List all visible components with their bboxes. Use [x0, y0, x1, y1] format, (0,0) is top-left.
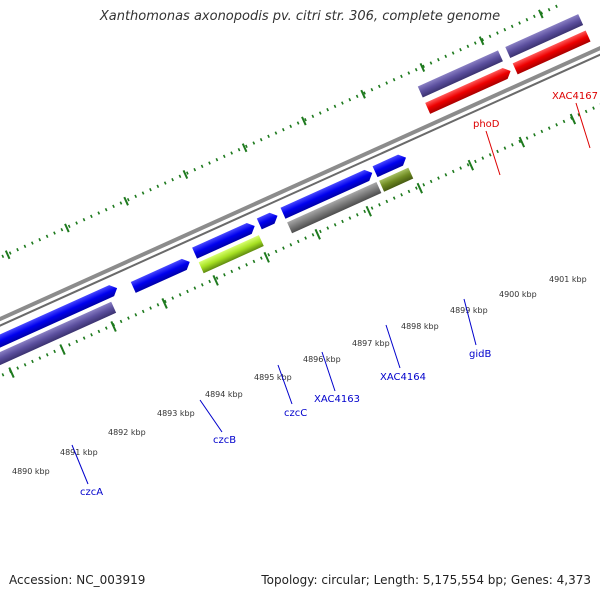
kbp-labels: 4890 kbp 4891 kbp 4892 kbp 4893 kbp 4894…: [12, 275, 587, 476]
gene-gidB[interactable]: [372, 152, 409, 178]
gene-label-czcB[interactable]: czcB: [213, 435, 236, 446]
gene-label-gidB[interactable]: gidB: [469, 349, 491, 360]
kbp-label: 4895 kbp: [254, 373, 292, 382]
gene-czcA-forward[interactable]: [0, 283, 120, 385]
gene-XAC4167-red[interactable]: [512, 30, 591, 75]
gene-label-XAC4167[interactable]: XAC4167: [552, 91, 598, 102]
kbp-label: 4892 kbp: [108, 428, 146, 437]
inner-tick-ring: [0, 102, 600, 394]
leader-lines: [71, 102, 591, 485]
gene-XAC4167-reverse[interactable]: [505, 14, 584, 58]
outer-major-ticks: [4, 9, 544, 260]
gene-label-czcC[interactable]: czcC: [284, 408, 307, 419]
outer-tick-ring: [0, 3, 560, 295]
gene-XAC4164[interactable]: [280, 167, 375, 219]
page-title: Xanthomonas axonopodis pv. citri str. 30…: [99, 9, 501, 24]
gene-XAC4163[interactable]: [256, 210, 280, 230]
kbp-label: 4891 kbp: [60, 448, 98, 457]
genome-summary-text: Topology: circular; Length: 5,175,554 bp…: [261, 573, 591, 587]
genome-backbone: [0, 38, 600, 355]
kbp-label: 4899 kbp: [450, 306, 488, 315]
gene-czcC-track2[interactable]: [198, 235, 264, 274]
kbp-label: 4893 kbp: [157, 409, 195, 418]
kbp-label: 4897 kbp: [352, 339, 390, 348]
accession-text: Accession: NC_003919: [9, 573, 146, 587]
gene-XAC4164-track2[interactable]: [287, 182, 382, 234]
kbp-label: 4894 kbp: [205, 390, 243, 399]
gene-label-XAC4163[interactable]: XAC4163: [314, 394, 360, 405]
gene-label-XAC4164[interactable]: XAC4164: [380, 372, 426, 383]
kbp-label: 4901 kbp: [549, 275, 587, 284]
inner-major-ticks: [8, 113, 577, 378]
gene-gidB-track2[interactable]: [379, 167, 414, 192]
kbp-label: 4896 kbp: [303, 355, 341, 364]
gene-czcA-track2[interactable]: [0, 301, 117, 400]
gene-labels: czcA czcB czcC XAC4163 XAC4164 gidB phoD…: [80, 91, 598, 498]
gene-czcC[interactable]: [192, 221, 257, 259]
gene-label-czcA[interactable]: czcA: [80, 487, 103, 498]
kbp-label: 4898 kbp: [401, 322, 439, 331]
gene-phoD-reverse[interactable]: [417, 50, 503, 98]
gene-label-phoD[interactable]: phoD: [473, 119, 500, 130]
kbp-label: 4890 kbp: [12, 467, 50, 476]
kbp-label: 4900 kbp: [499, 290, 537, 299]
gene-czcB[interactable]: [130, 256, 192, 293]
genome-backbone-inner: [0, 44, 600, 359]
gene-phoD-red[interactable]: [425, 65, 513, 114]
